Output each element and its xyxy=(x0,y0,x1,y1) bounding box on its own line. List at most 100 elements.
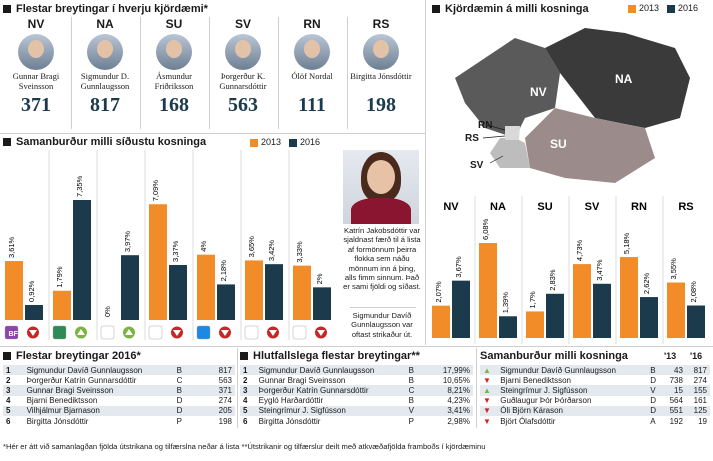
district-bar-chart: NV 2,07% 3,67% NA6,08% 1,39% SU 1,7% 2,83% SV 4,7… xyxy=(432,196,705,344)
party-bar-label: 0% xyxy=(103,306,112,317)
header-square-icon xyxy=(432,5,440,13)
footnote: *Hér er átt við samanlagðan fjölda útstr… xyxy=(3,442,486,451)
candidate-na: NA Sigmundur D. Gunnlaugsson 817 xyxy=(74,17,136,117)
party-bar-label: 1,79% xyxy=(55,266,64,288)
district-bar-2016 xyxy=(452,280,470,338)
row-party: B xyxy=(173,385,197,396)
triangle-down-icon: ▼ xyxy=(480,405,498,416)
party-bar-label: 3,61% xyxy=(7,236,16,258)
party-logo-icon xyxy=(292,325,307,340)
row-party: V xyxy=(647,385,662,396)
table-row: ▼ Björt Ólafsdóttir A 192 19 xyxy=(480,416,710,426)
candidate-photo xyxy=(225,34,261,70)
triangle-down-icon: ▼ xyxy=(483,375,491,385)
row-value: 274 xyxy=(218,396,232,406)
candidate-divider xyxy=(71,17,72,129)
row-party: P xyxy=(408,416,414,426)
party-bar-label: 2,18% xyxy=(219,260,228,282)
candidate-district: RS xyxy=(372,17,390,31)
row-value: 8,21% xyxy=(423,385,473,396)
row-value: 563 xyxy=(218,375,232,385)
comparison-legend: 2013 2016 xyxy=(250,137,320,147)
row-party: D xyxy=(647,405,662,416)
horizontal-divider xyxy=(0,346,713,347)
row-party: B xyxy=(173,365,197,376)
arrow-glyph xyxy=(221,330,229,336)
candidate-count: 111 xyxy=(298,94,326,116)
map-label-sv: SV xyxy=(470,160,484,171)
party-bar-label: 2% xyxy=(315,273,324,284)
candidate-name: Ásmundur Friðriksson xyxy=(154,71,194,91)
party-logo-icon xyxy=(196,325,211,340)
header-square-icon xyxy=(3,5,11,13)
row-name: Þorgerður Katrín Gunnarsdóttir xyxy=(26,375,137,385)
candidate-name: Ólöf Nordal xyxy=(291,71,333,81)
row-rank: 6 xyxy=(243,416,248,426)
district-bar-label: 3,67% xyxy=(454,256,463,278)
map-region-rn xyxy=(505,126,520,140)
district-bar-2013 xyxy=(620,257,638,338)
table-row: 4 Eygló Harðardóttir B 4,23% xyxy=(240,396,473,406)
row-name: Guðlaugur Þór Þórðarson xyxy=(500,396,592,406)
quote-text-1: Katrín Jakobsdóttir var sjaldnast færð t… xyxy=(343,226,421,292)
map-label-su: SU xyxy=(550,137,567,151)
candidate-count: 198 xyxy=(366,94,396,116)
row-name: Þorgerður Katrín Gunnarsdóttir xyxy=(255,385,406,396)
table1-header: Flestar breytingar 2016* xyxy=(3,350,141,362)
table-row: ▼ Bjarni Benediktsson D 738 274 xyxy=(480,375,710,385)
party-bar-2016 xyxy=(313,287,331,320)
party-bar-2013 xyxy=(245,260,263,320)
district-bar-label: 2,07% xyxy=(434,281,443,303)
district-bar-2013 xyxy=(479,243,497,338)
party-bar-2013 xyxy=(293,265,311,320)
row-party: B xyxy=(405,365,424,376)
table-row: 6 Birgitta Jónsdóttir P 2,98% xyxy=(240,416,473,426)
row-2013: 192 xyxy=(669,416,683,426)
row-2016: 161 xyxy=(693,396,707,406)
candidate-photo xyxy=(363,34,399,70)
row-name: Steingrímur J. Sigfússon xyxy=(255,405,406,416)
vertical-divider xyxy=(476,348,477,428)
candidate-name: Sigmundur D. Gunnlaugsson xyxy=(80,71,130,91)
row-value: 205 xyxy=(196,405,235,416)
candidate-count: 817 xyxy=(90,94,120,116)
row-name: Sigmundur Davíð Gunnlaugsson xyxy=(255,365,406,376)
row-value: 371 xyxy=(196,385,235,396)
table1: 1 Sigmundur Davíð Gunnlaugsson B 817 2 Þo… xyxy=(3,365,235,426)
row-name: Sigmundur Davíð Gunnlaugsson xyxy=(497,365,648,376)
candidate-nv: NV Gunnar Bragi Sveinsson 371 xyxy=(5,17,67,117)
district-bar-2016 xyxy=(499,316,517,338)
candidate-district: SV xyxy=(234,17,251,31)
row-rank: 2 xyxy=(6,375,11,385)
district-label: NA xyxy=(490,201,506,213)
district-bar-2016 xyxy=(546,293,564,338)
candidate-district: SU xyxy=(165,17,183,31)
district-bar-label: 2,83% xyxy=(548,269,557,291)
party-bar-label: 3,65% xyxy=(247,236,256,258)
row-name: Sigmundur Davíð Gunnlaugsson xyxy=(23,365,174,376)
candidate-district: NA xyxy=(96,17,114,31)
row-rank: 1 xyxy=(3,365,24,376)
legend-2016: 2016 xyxy=(667,3,698,13)
vertical-divider xyxy=(237,348,238,428)
row-name: Gunnar Bragi Sveinsson xyxy=(258,375,346,385)
row-2013: 551 xyxy=(661,405,686,416)
triangle-up-icon: ▲ xyxy=(480,385,498,396)
district-bar-2016 xyxy=(593,283,611,338)
quote-divider xyxy=(350,307,416,308)
map-title: Kjördæmin á milli kosninga xyxy=(445,3,589,15)
row-rank: 5 xyxy=(240,405,256,416)
party-bar-label: 7,09% xyxy=(151,180,160,202)
map-region-su xyxy=(525,108,655,183)
row-2016: 19 xyxy=(698,416,707,426)
row-name: Björt Ólafsdóttir xyxy=(500,416,556,426)
candidate-name: Birgitta Jónsdóttir xyxy=(350,71,412,81)
map-label-rs: RS xyxy=(465,133,479,144)
row-party: D xyxy=(650,375,657,385)
district-bar-label: 1,7% xyxy=(528,291,537,308)
party-bar-label: 3,37% xyxy=(171,240,180,262)
row-value: 17,99% xyxy=(423,365,473,376)
district-bar-2016 xyxy=(640,297,658,338)
map-label-na: NA xyxy=(615,72,633,86)
district-label: RS xyxy=(678,201,693,213)
